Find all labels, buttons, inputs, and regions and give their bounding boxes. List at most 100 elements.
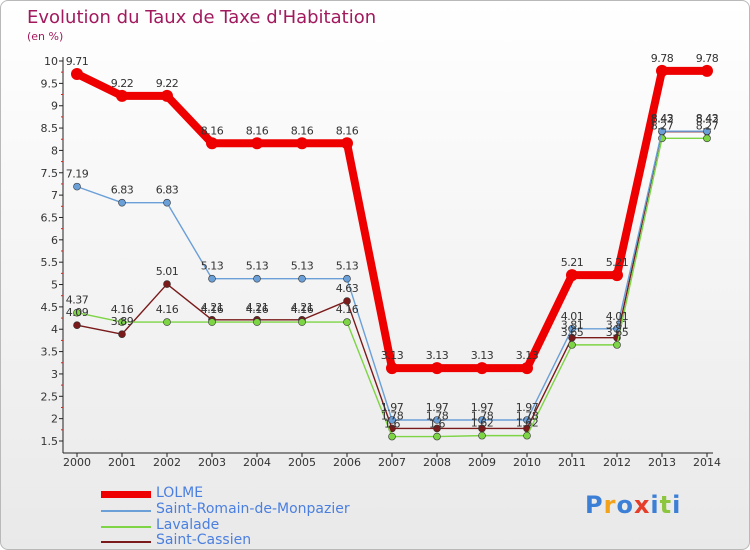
data-label-3: 1.78	[381, 409, 404, 422]
data-label-2: 8.27	[651, 119, 674, 132]
legend-label-saint-romain: Saint-Romain-de-Monpazier	[156, 501, 350, 517]
data-label-1: 4.01	[561, 310, 584, 323]
data-point-0	[566, 269, 578, 282]
data-point-3	[73, 321, 81, 330]
x-tick-label: 2006	[333, 456, 361, 469]
data-label-0: 5.21	[606, 256, 629, 269]
data-point-2	[478, 431, 486, 440]
data-label-0: 5.21	[561, 256, 584, 269]
data-label-2: 1.62	[516, 417, 539, 430]
data-label-1: 6.83	[111, 184, 134, 197]
logo-letter: i	[672, 491, 682, 519]
data-label-0: 9.78	[651, 52, 674, 65]
y-tick-label: 6	[51, 234, 58, 247]
data-label-2: 3.65	[561, 326, 584, 339]
data-label-1: 5.13	[291, 260, 314, 273]
data-label-3: 1.78	[471, 409, 494, 422]
data-label-1: 5.13	[201, 260, 224, 273]
y-tick-label: 7.5	[41, 167, 59, 180]
data-point-0	[701, 64, 713, 77]
data-label-2: 4.16	[156, 303, 179, 316]
x-tick-label: 2000	[63, 456, 91, 469]
data-label-1: 6.83	[156, 184, 179, 197]
y-tick-label: 5.5	[41, 256, 59, 269]
y-tick-label: 5	[51, 279, 58, 292]
data-point-3	[343, 297, 351, 305]
y-tick-label: 3.5	[41, 346, 59, 359]
data-label-0: 3.13	[426, 349, 449, 362]
data-point-1	[298, 274, 306, 283]
data-label-1: 8.43	[651, 112, 674, 125]
x-tick-label: 2001	[108, 456, 136, 469]
data-point-0	[161, 89, 173, 102]
data-label-0: 8.16	[336, 124, 359, 137]
y-tick-label: 10	[44, 55, 58, 68]
data-point-2	[73, 308, 81, 317]
logo-letter: t	[659, 491, 673, 519]
data-point-1	[388, 416, 396, 424]
data-point-3	[433, 424, 441, 433]
y-tick-label: 2.5	[41, 390, 59, 403]
data-label-0: 8.16	[201, 124, 224, 137]
y-tick-label: 4	[51, 323, 58, 336]
data-label-1: 4.01	[606, 310, 629, 323]
data-point-0	[296, 137, 308, 150]
data-label-0: 3.13	[471, 349, 494, 362]
data-label-1: 5.13	[336, 260, 359, 273]
data-label-2: 4.16	[336, 303, 359, 316]
data-label-2: 4.16	[291, 303, 314, 316]
data-point-0	[521, 362, 533, 375]
logo-letter: P	[585, 491, 604, 519]
data-label-2: 4.16	[111, 303, 134, 316]
data-label-3: 4.63	[336, 282, 359, 295]
y-tick-label: 4.5	[41, 301, 59, 314]
data-point-1	[568, 324, 576, 333]
x-tick-label: 2007	[378, 456, 406, 469]
data-label-3: 4.21	[246, 301, 269, 314]
x-tick-label: 2012	[603, 456, 631, 469]
data-point-1	[658, 127, 666, 135]
logo-letter: i	[650, 491, 660, 519]
data-point-1	[118, 198, 126, 207]
x-tick-label: 2009	[468, 456, 496, 469]
x-tick-label: 2011	[558, 456, 586, 469]
data-label-0: 9.22	[111, 77, 134, 90]
data-point-2	[298, 318, 306, 326]
data-point-1	[253, 274, 261, 283]
data-label-1: 5.13	[246, 260, 269, 273]
data-point-0	[251, 137, 263, 150]
data-label-3: 8.42	[651, 113, 674, 126]
data-point-0	[386, 362, 398, 375]
legend-label-saint-cassien: Saint-Cassien	[156, 532, 252, 548]
data-label-0: 9.78	[696, 52, 719, 65]
data-point-1	[703, 127, 711, 135]
data-point-1	[613, 324, 621, 333]
data-label-2: 3.65	[606, 326, 629, 339]
legend-swatch-saint-romain	[101, 510, 151, 512]
data-point-1	[433, 416, 441, 424]
data-point-2	[343, 318, 351, 326]
data-label-2: 4.16	[246, 303, 269, 316]
data-label-2: 1.6	[429, 418, 445, 431]
data-point-0	[476, 362, 488, 375]
data-label-3: 1.78	[516, 409, 539, 422]
data-point-0	[656, 64, 668, 77]
legend-swatch-lolme	[101, 491, 151, 498]
data-point-3	[163, 280, 171, 288]
data-label-0: 8.16	[291, 124, 314, 137]
data-point-1	[73, 182, 81, 191]
y-tick-label: 7	[51, 189, 58, 202]
data-point-3	[118, 330, 126, 338]
y-tick-label: 9	[51, 100, 58, 113]
data-point-0	[611, 269, 623, 282]
data-label-0: 3.13	[516, 349, 539, 362]
data-point-1	[478, 416, 486, 424]
data-label-2: 4.16	[201, 303, 224, 316]
data-point-1	[523, 416, 531, 424]
y-tick-label: 6.5	[41, 211, 59, 224]
data-point-1	[208, 274, 216, 283]
y-tick-label: 1.5	[41, 435, 59, 448]
data-label-1: 8.43	[696, 112, 719, 125]
series-line-3	[76, 130, 707, 430]
